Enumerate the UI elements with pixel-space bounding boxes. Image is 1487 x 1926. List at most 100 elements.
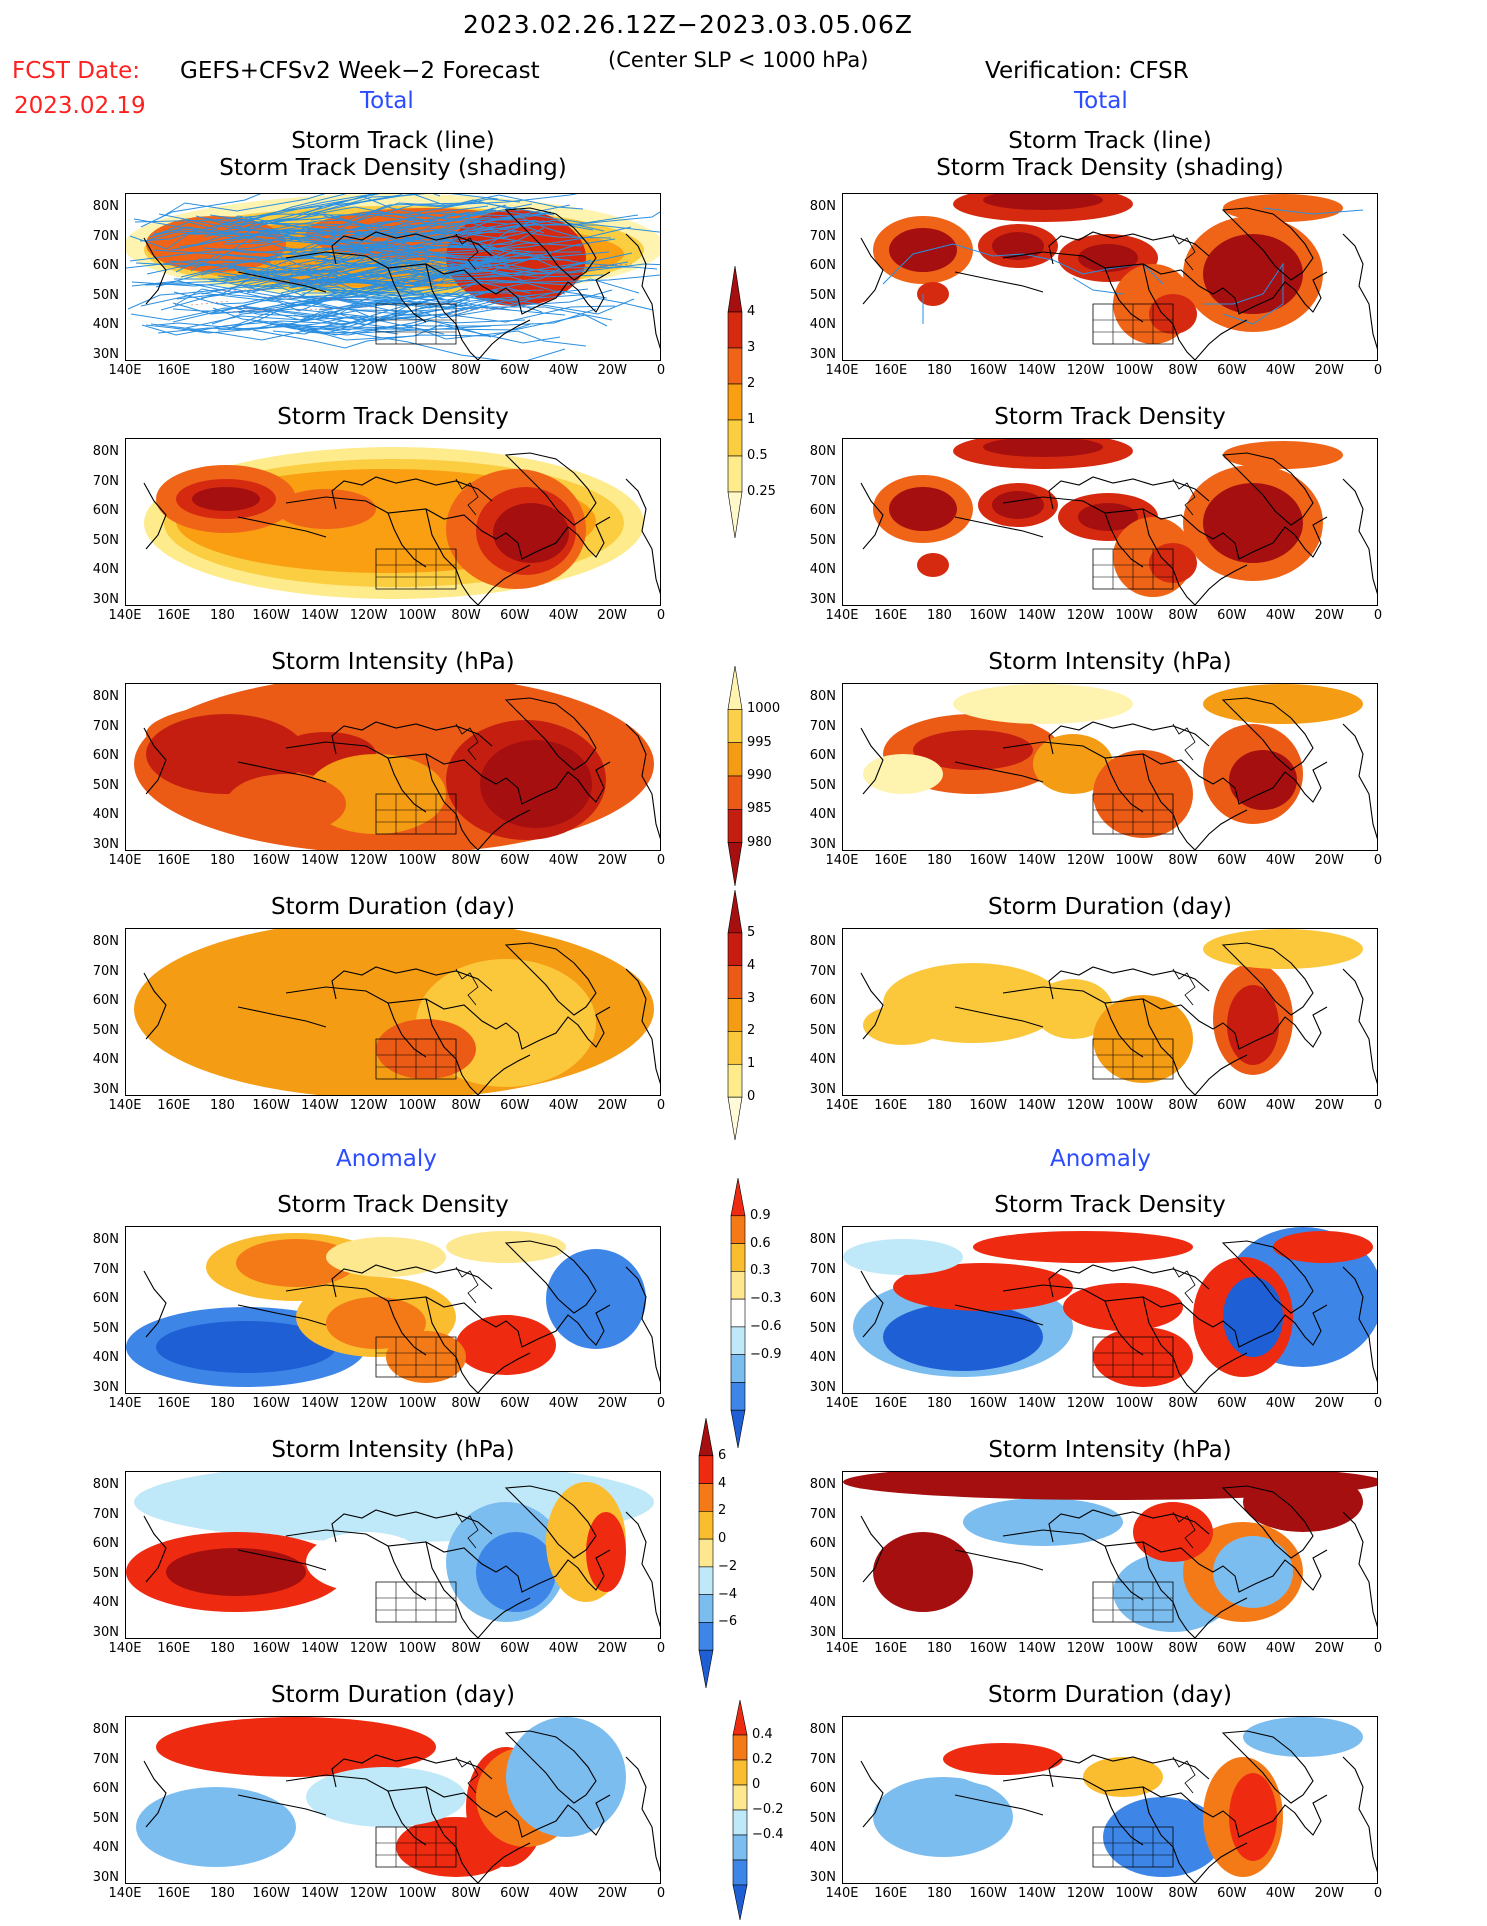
lon-tick-label: 160E xyxy=(157,1886,191,1901)
lon-tick-label: 0 xyxy=(1373,1396,1383,1411)
colorbar-label: 2 xyxy=(747,376,756,391)
lat-tick-label: 50N xyxy=(809,1565,836,1581)
lon-tick-label: 120W xyxy=(1066,1886,1105,1901)
lat-tick-label: 60N xyxy=(92,1536,119,1551)
lon-tick-label: 120W xyxy=(349,1396,388,1411)
lat-tick-label: 40N xyxy=(809,1350,836,1365)
colorbar-label: 1 xyxy=(747,1056,756,1072)
lon-tick-label: 40W xyxy=(1265,853,1296,868)
lon-tick-label: 20W xyxy=(1314,853,1344,868)
panel-title-storm-duration-forecast: Storm Duration (day) xyxy=(271,894,515,920)
section-total-left: Total xyxy=(360,88,414,114)
lon-tick-label: 140W xyxy=(301,608,339,623)
lon-tick-label: 160E xyxy=(157,608,191,623)
lon-tick-label: 140W xyxy=(1018,1641,1056,1656)
colorbar-label: 6 xyxy=(718,1447,727,1463)
lat-tick-label: 70N xyxy=(809,1751,836,1767)
lon-tick-label: 180 xyxy=(210,1886,235,1901)
lat-tick-label: 30N xyxy=(809,836,836,852)
lat-tick-label: 60N xyxy=(92,1781,119,1796)
panel-title-storm-track-density-forecast: Storm Track Density xyxy=(277,404,509,430)
lat-tick-label: 70N xyxy=(92,1506,119,1522)
lon-tick-label: 160W xyxy=(252,363,290,378)
lon-tick-label: 140W xyxy=(1018,363,1056,378)
lon-tick-label: 160W xyxy=(969,1098,1007,1113)
colorbar-label: −0.2 xyxy=(752,1802,784,1817)
colorbar-label: 4 xyxy=(718,1475,727,1491)
lon-tick-label: 180 xyxy=(927,363,952,378)
lat-tick-label: 30N xyxy=(92,1869,119,1885)
lon-tick-label: 160E xyxy=(157,1098,191,1113)
lon-tick-label: 140E xyxy=(108,363,142,378)
lon-tick-label: 100W xyxy=(1115,853,1154,868)
panel-title-track-density-anomaly-verification: Storm Track Density xyxy=(994,1192,1226,1218)
panel-title-storm-duration-verification: Storm Duration (day) xyxy=(988,894,1232,920)
lat-tick-label: 60N xyxy=(92,258,119,273)
lat-tick-label: 50N xyxy=(809,1810,836,1826)
map-panel-duration-anomaly-forecast xyxy=(125,1716,661,1884)
lon-tick-label: 0 xyxy=(1373,363,1383,378)
lon-tick-label: 60W xyxy=(500,853,530,868)
lon-tick-label: 80W xyxy=(451,1098,481,1113)
map-panel-track-density-anomaly-forecast xyxy=(125,1226,661,1394)
lon-tick-label: 160E xyxy=(874,1396,908,1411)
lon-tick-label: 0 xyxy=(656,853,666,868)
lat-tick-label: 50N xyxy=(809,287,836,303)
lon-tick-label: 20W xyxy=(597,1396,627,1411)
colorbar-label: −0.6 xyxy=(750,1318,782,1334)
lon-tick-label: 80W xyxy=(1168,1641,1198,1656)
panel-title-intensity-anomaly-verification: Storm Intensity (hPa) xyxy=(988,1437,1232,1463)
lon-tick-label: 140W xyxy=(301,1098,339,1113)
lon-tick-label: 40W xyxy=(548,363,579,378)
lon-tick-label: 140W xyxy=(1018,1886,1056,1901)
lon-tick-label: 0 xyxy=(1373,1886,1383,1901)
lon-tick-label: 180 xyxy=(927,1098,952,1113)
lat-tick-label: 50N xyxy=(92,1320,119,1336)
panel-title-storm-track-density-verification: Storm Track Density xyxy=(994,404,1226,430)
lon-tick-label: 140E xyxy=(108,1396,142,1411)
lon-tick-label: 60W xyxy=(500,608,530,623)
lon-tick-label: 140E xyxy=(825,853,859,868)
colorbar-density-total xyxy=(727,264,743,544)
lat-tick-label: 30N xyxy=(92,836,119,852)
lat-tick-label: 80N xyxy=(809,199,836,214)
lat-tick-label: 40N xyxy=(92,807,119,822)
lat-tick-label: 30N xyxy=(809,1624,836,1640)
lon-tick-label: 180 xyxy=(210,1098,235,1113)
colorbar-label: 995 xyxy=(747,734,772,750)
forecast-title: GEFS+CFSv2 Week−2 Forecast xyxy=(180,58,540,84)
lat-tick-label: 80N xyxy=(809,1722,836,1737)
lat-tick-label: 60N xyxy=(809,1536,836,1551)
lon-tick-label: 100W xyxy=(398,363,437,378)
colorbar-label: 1000 xyxy=(747,701,781,717)
lon-tick-label: 40W xyxy=(548,1396,579,1411)
lon-tick-label: 160E xyxy=(874,1641,908,1656)
colorbar-label: 980 xyxy=(747,834,772,850)
colorbar-label: −4 xyxy=(718,1586,738,1602)
map-panel-storm-intensity-forecast xyxy=(125,683,661,851)
lon-tick-label: 60W xyxy=(500,363,530,378)
lon-tick-label: 100W xyxy=(1115,1396,1154,1411)
lat-tick-label: 30N xyxy=(92,1081,119,1097)
lon-tick-label: 120W xyxy=(1066,1098,1105,1113)
lon-tick-label: 180 xyxy=(210,363,235,378)
lat-tick-label: 40N xyxy=(92,317,119,332)
lon-tick-label: 80W xyxy=(451,1641,481,1656)
lat-tick-label: 40N xyxy=(809,1052,836,1067)
colorbar-label: 0 xyxy=(747,1089,756,1105)
lon-tick-label: 60W xyxy=(1217,608,1247,623)
lon-tick-label: 140E xyxy=(108,1641,142,1656)
lon-tick-label: 160E xyxy=(874,1098,908,1113)
lon-tick-label: 100W xyxy=(398,1396,437,1411)
panel-title-storm-intensity-verification: Storm Intensity (hPa) xyxy=(988,649,1232,675)
colorbar-label: 0.6 xyxy=(750,1235,771,1251)
fcst-label: FCST Date: xyxy=(12,58,140,84)
lon-tick-label: 20W xyxy=(597,853,627,868)
lon-tick-label: 80W xyxy=(1168,608,1198,623)
lon-tick-label: 120W xyxy=(349,608,388,623)
lat-tick-label: 30N xyxy=(809,1379,836,1395)
lon-tick-label: 160W xyxy=(969,1396,1007,1411)
lon-tick-label: 180 xyxy=(927,853,952,868)
lon-tick-label: 140E xyxy=(825,608,859,623)
section-anomaly-left: Anomaly xyxy=(336,1146,437,1172)
